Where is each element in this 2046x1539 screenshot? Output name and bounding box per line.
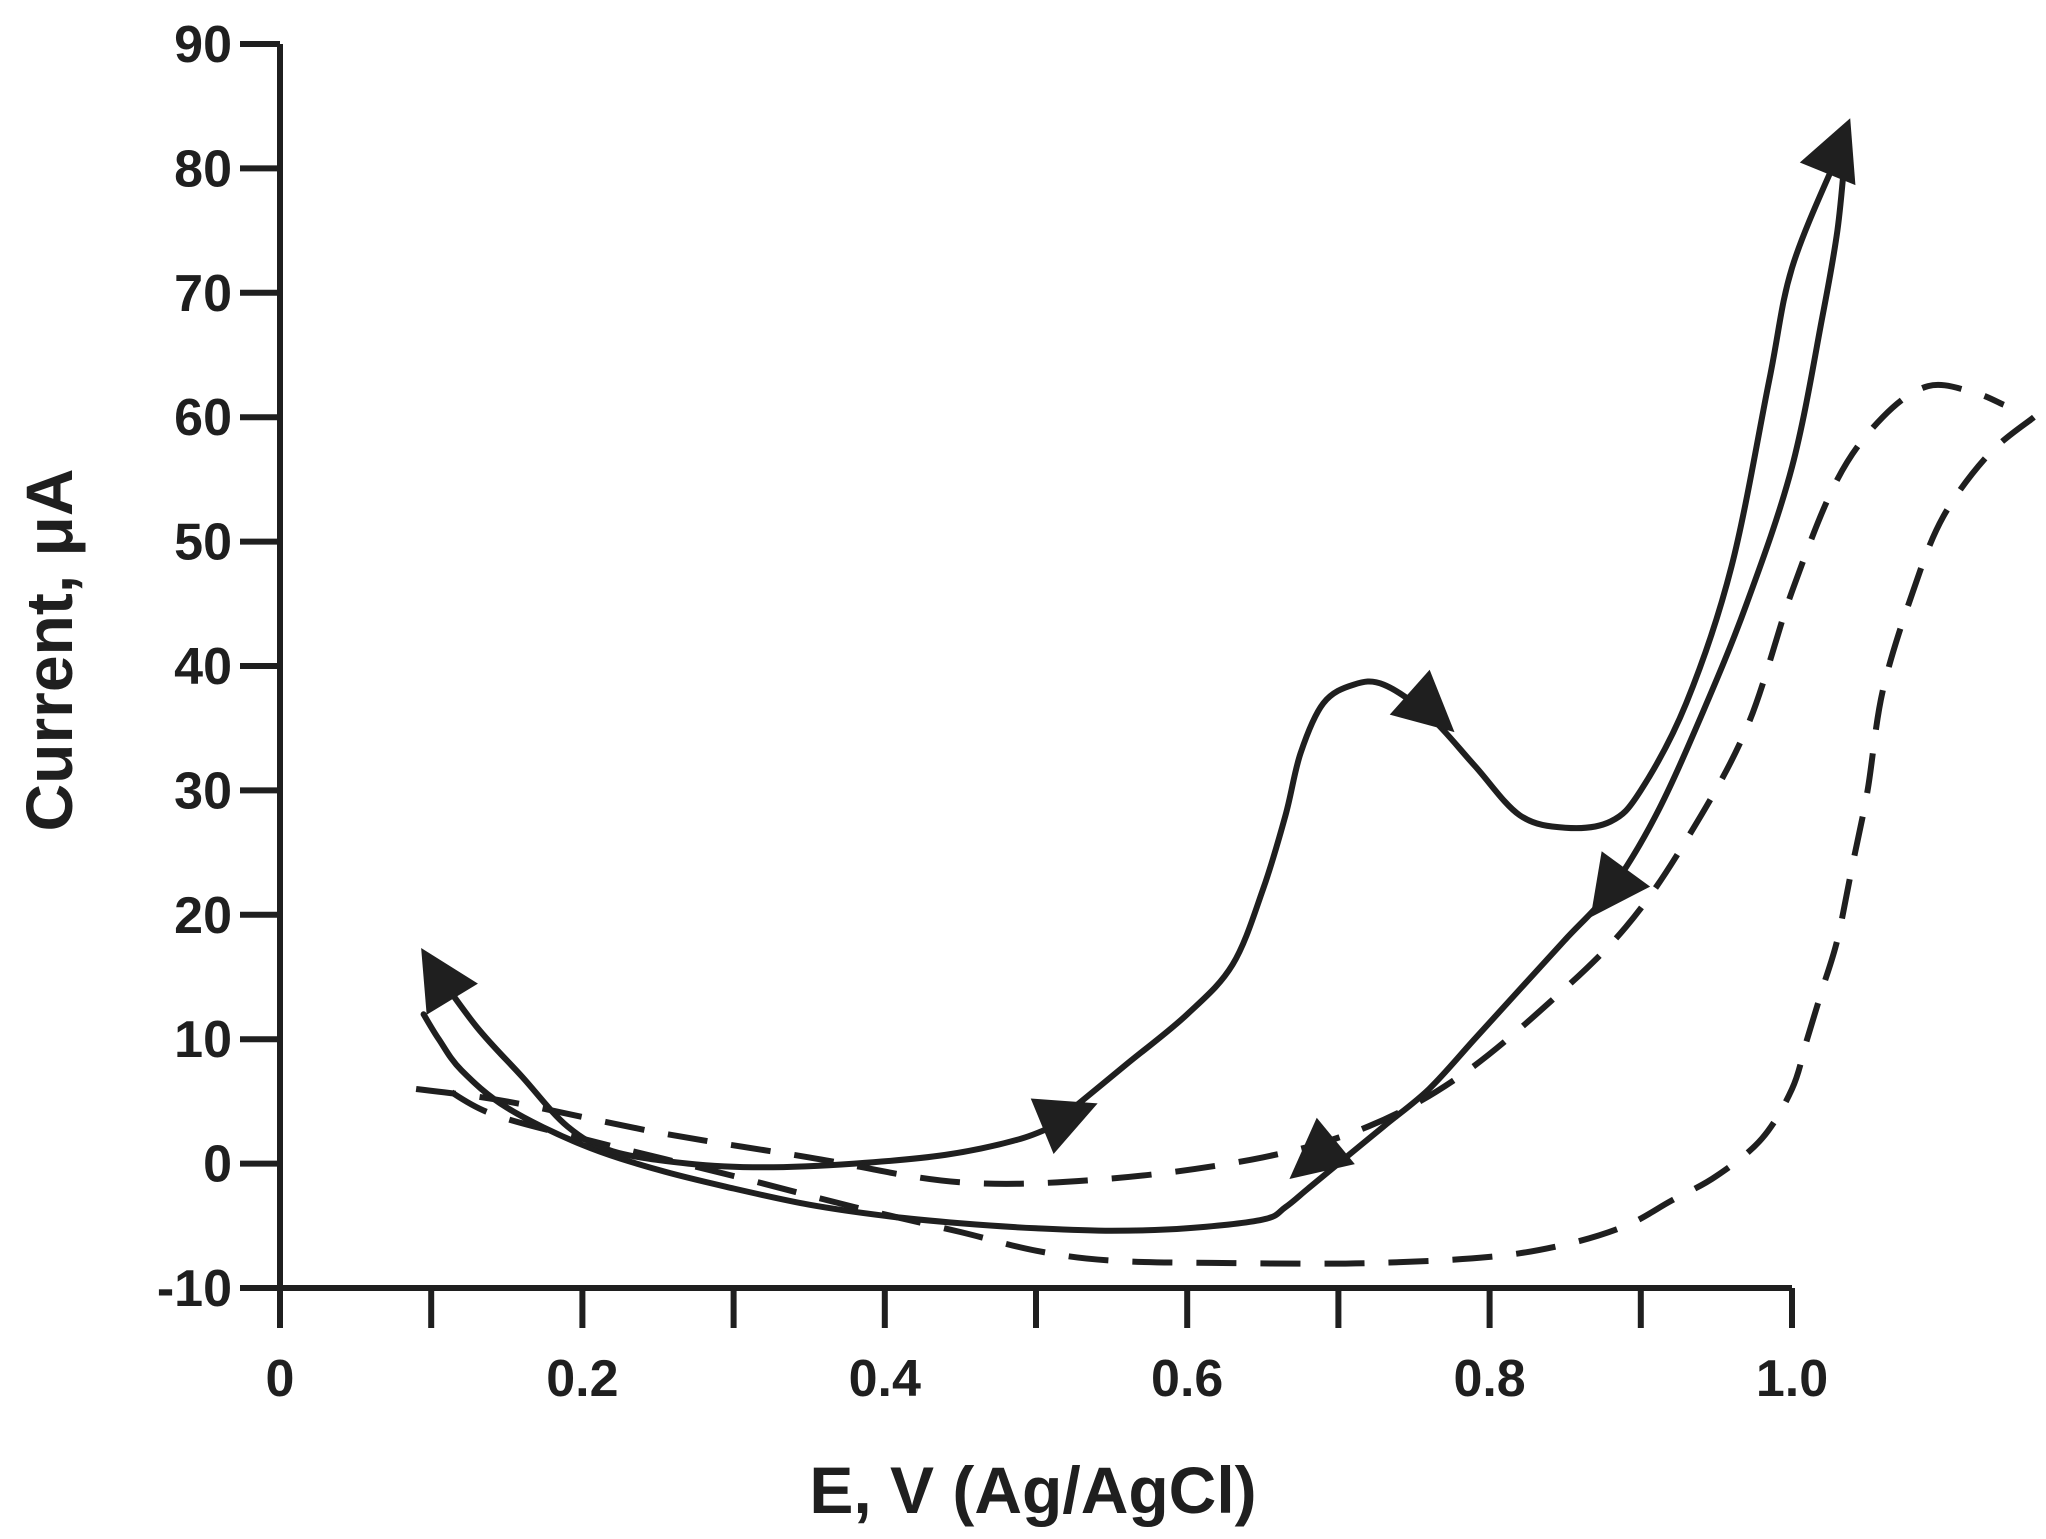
direction-arrowhead <box>1389 669 1455 733</box>
direction-arrowhead <box>1799 118 1856 186</box>
arrow-layer <box>421 118 1856 1179</box>
y-tick-label: 30 <box>174 762 232 820</box>
y-tick-label: -10 <box>157 1260 232 1318</box>
series-layer <box>415 153 2036 1267</box>
x-tick-label: 0.8 <box>1453 1350 1525 1408</box>
y-tick-label: 0 <box>203 1136 232 1194</box>
x-tick-label: 1.0 <box>1756 1350 1828 1408</box>
y-tick-label: 80 <box>174 140 232 198</box>
y-tick-label: 60 <box>174 389 232 447</box>
series-line-solid-initial-segment <box>428 961 1070 1171</box>
direction-arrowhead <box>421 947 478 1015</box>
direction-arrowhead <box>1289 1117 1355 1179</box>
ticks-layer: -10 0 10 20 30 40 50 60 70 80 90 0 0.2 0.4 0.6 0.8 1.0 <box>157 16 1828 1408</box>
y-axis-title: Current, μA <box>12 468 86 831</box>
series-line-dashed-reverse-scan <box>444 414 2036 1267</box>
x-tick-label: 0.2 <box>546 1350 618 1408</box>
y-tick-label: 70 <box>174 265 232 323</box>
y-tick-label: 90 <box>174 16 232 74</box>
series-line-solid-reverse-scan <box>420 153 1848 1234</box>
axes-layer <box>240 44 1792 1291</box>
direction-arrowhead <box>1590 851 1651 918</box>
series-line-dashed-forward-scan <box>415 381 2005 1187</box>
direction-arrowhead <box>1030 1098 1098 1154</box>
y-tick-label: 20 <box>174 887 232 945</box>
x-tick-label: 0.4 <box>849 1350 921 1408</box>
x-axis-title: E, V (Ag/AgCl) <box>809 1453 1256 1527</box>
y-tick-label: 40 <box>174 638 232 696</box>
y-tick-label: 50 <box>174 514 232 572</box>
x-tick-label: 0 <box>266 1350 295 1408</box>
x-tick-label: 0.6 <box>1151 1350 1223 1408</box>
y-tick-label: 10 <box>174 1011 232 1069</box>
series-line-solid-forward-scan <box>1063 153 1841 1117</box>
